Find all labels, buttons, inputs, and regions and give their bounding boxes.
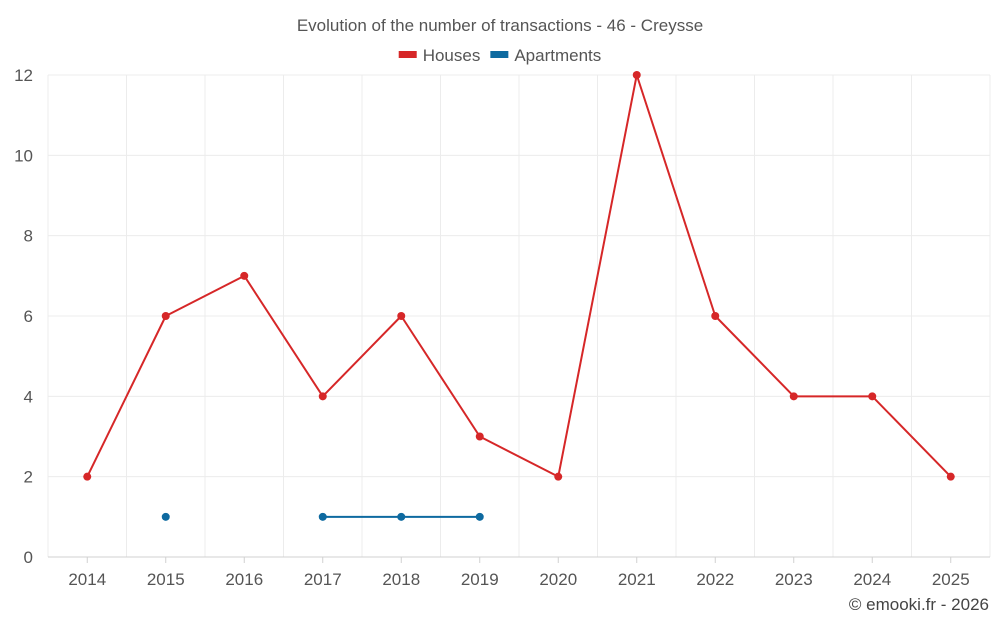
houses-point: [83, 472, 92, 481]
legend-swatch-houses: [398, 51, 417, 58]
series-apartments: [161, 512, 484, 521]
legend-label-apartments: Apartments: [514, 46, 601, 65]
houses-point: [946, 472, 955, 481]
axes: 0 2 4 6 8 10 12 2014 2015 2016 2017 2018 2019 2020 202…: [14, 66, 990, 589]
y-tick-label: 6: [24, 307, 33, 326]
legend-label-houses: Houses: [423, 46, 481, 65]
legend-swatch-apartments: [490, 51, 509, 58]
houses-point: [397, 312, 406, 320]
apartments-point: [475, 512, 484, 521]
houses-line-segment: [164, 274, 246, 317]
series-layer: [83, 71, 955, 521]
y-tick-label: 0: [24, 548, 33, 567]
y-tick-label: 2: [24, 468, 33, 487]
houses-point: [240, 271, 249, 280]
houses-line-segment: [557, 74, 638, 478]
x-tick-label: 2016: [225, 570, 263, 589]
houses-point: [868, 392, 877, 401]
houses-point: [632, 71, 641, 79]
houses-line-segment: [321, 315, 403, 398]
houses-point: [475, 432, 484, 441]
houses-line-segment: [478, 435, 560, 478]
houses-line-segment: [243, 274, 324, 398]
x-tick-label: 2023: [775, 570, 813, 589]
x-tick-label: 2015: [147, 570, 185, 589]
y-tick-label: 12: [14, 66, 33, 85]
apartments-point: [397, 512, 406, 521]
credit-text: © emooki.fr - 2026: [849, 595, 989, 614]
houses-point: [161, 312, 170, 320]
houses-point: [789, 392, 798, 401]
legend: Houses Apartments: [398, 46, 601, 65]
houses-point: [318, 392, 327, 401]
houses-line-segment: [635, 74, 717, 317]
houses-line-segment: [86, 315, 167, 478]
houses-point: [554, 472, 563, 481]
apartments-point: [318, 512, 327, 521]
apartments-point: [161, 512, 170, 521]
houses-line-segment: [871, 395, 952, 478]
x-tick-label: 2018: [382, 570, 420, 589]
x-tick-label: 2019: [461, 570, 499, 589]
x-tick-label: 2017: [304, 570, 342, 589]
x-tick-label: 2021: [618, 570, 656, 589]
x-tick-label: 2025: [932, 570, 970, 589]
series-houses: [83, 71, 955, 481]
x-tick-label: 2022: [696, 570, 734, 589]
grid: [47, 74, 991, 557]
houses-line-segment: [400, 315, 481, 438]
x-tick-label: 2014: [68, 570, 106, 589]
x-tick-label: 2020: [539, 570, 577, 589]
y-tick-label: 8: [24, 227, 33, 246]
y-tick-label: 4: [24, 387, 33, 406]
houses-line-segment: [714, 315, 795, 398]
houses-point: [711, 312, 720, 320]
y-tick-label: 10: [14, 146, 33, 165]
x-tick-label: 2024: [853, 570, 891, 589]
chart-title: Evolution of the number of transactions …: [297, 16, 703, 35]
